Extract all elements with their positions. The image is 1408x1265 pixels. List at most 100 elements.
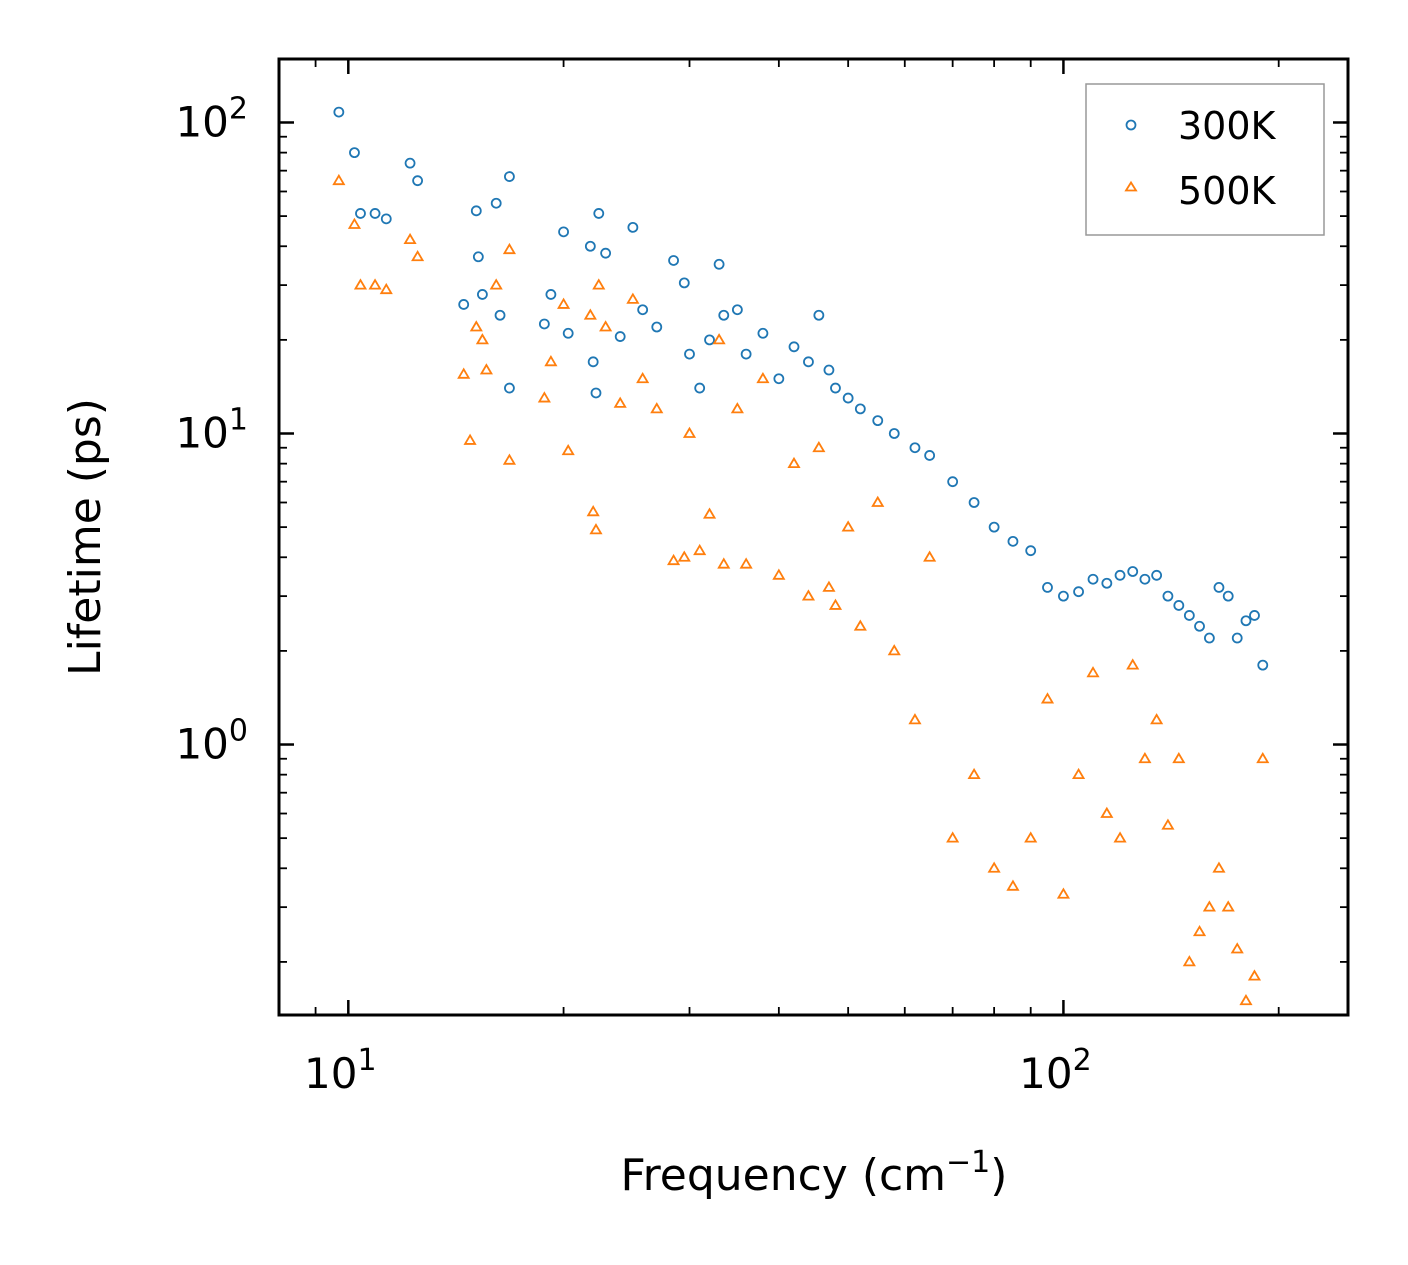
data-point-500k bbox=[592, 278, 606, 290]
data-point-300k bbox=[668, 255, 679, 266]
data-point-500k bbox=[469, 320, 483, 332]
data-point-500k bbox=[923, 550, 937, 562]
data-point-300k bbox=[788, 341, 800, 353]
data-point-300k bbox=[651, 321, 663, 333]
data-point-500k bbox=[1239, 993, 1253, 1006]
x-tick-label: 101 bbox=[304, 1043, 377, 1098]
data-point-300k bbox=[924, 450, 936, 461]
data-point-500k bbox=[463, 433, 477, 445]
data-point-300k bbox=[854, 403, 866, 415]
data-point-500k bbox=[599, 320, 613, 332]
data-point-300k bbox=[813, 309, 825, 321]
data-point-500k bbox=[677, 550, 691, 562]
data-point-300k bbox=[909, 442, 921, 454]
data-point-500k bbox=[787, 456, 801, 469]
data-point-300k bbox=[627, 221, 639, 233]
data-point-500k bbox=[1256, 751, 1270, 764]
data-point-300k bbox=[1240, 615, 1252, 627]
data-point-500k bbox=[1182, 955, 1196, 967]
data-point-300k bbox=[584, 240, 596, 252]
x-tick-label-exp: 2 bbox=[1073, 1043, 1092, 1078]
data-point-300k bbox=[1042, 582, 1053, 593]
data-point-300k bbox=[504, 171, 515, 182]
data-point-500k bbox=[1006, 879, 1020, 891]
legend-marker-500k bbox=[1124, 180, 1138, 192]
data-point-300k bbox=[684, 348, 695, 360]
data-point-300k bbox=[562, 327, 574, 339]
data-point-300k bbox=[412, 175, 424, 187]
data-point-300k bbox=[404, 157, 416, 169]
data-point-500k bbox=[537, 391, 551, 403]
x-tick-label-exp: 1 bbox=[357, 1043, 376, 1078]
legend-box bbox=[1085, 83, 1325, 236]
data-point-300k bbox=[1203, 632, 1215, 644]
legend-label-300k: 300K bbox=[1178, 104, 1277, 148]
data-point-300k bbox=[545, 289, 557, 300]
data-point-500k bbox=[1100, 806, 1114, 818]
data-point-500k bbox=[457, 367, 471, 379]
data-point-300k bbox=[472, 251, 484, 263]
data-point-500k bbox=[812, 440, 826, 453]
data-point-300k bbox=[490, 197, 502, 209]
data-point-500k bbox=[502, 453, 516, 465]
data-point-500k bbox=[1072, 767, 1086, 780]
data-point-500k bbox=[666, 553, 681, 566]
plot-frame bbox=[277, 57, 1350, 1017]
data-point-500k bbox=[1056, 887, 1070, 899]
data-point-500k bbox=[479, 363, 493, 375]
data-point-500k bbox=[828, 598, 843, 610]
data-point-300k bbox=[1222, 590, 1234, 602]
data-point-300k bbox=[1151, 569, 1163, 581]
data-point-300k bbox=[1249, 610, 1260, 621]
data-point-300k bbox=[713, 258, 725, 270]
data-point-500k bbox=[1192, 924, 1207, 937]
data-point-500k bbox=[967, 767, 981, 780]
legend: 300K 500K bbox=[1085, 83, 1325, 236]
data-point-300k bbox=[590, 387, 602, 399]
data-point-300k bbox=[470, 205, 482, 217]
data-point-500k bbox=[489, 278, 503, 290]
data-point-300k bbox=[830, 382, 841, 394]
data-point-300k bbox=[888, 428, 900, 439]
y-tick-label: 100 bbox=[175, 714, 248, 769]
y-axis-title: Lifetime (ps) bbox=[60, 398, 111, 676]
data-point-300k bbox=[614, 331, 626, 342]
data-point-500k bbox=[557, 297, 571, 309]
data-point-500k bbox=[712, 333, 726, 345]
data-point-500k bbox=[1247, 969, 1262, 981]
data-point-500k bbox=[586, 505, 600, 517]
data-point-500k bbox=[739, 557, 753, 569]
data-point-500k bbox=[946, 831, 960, 843]
data-point-500k bbox=[1161, 818, 1175, 830]
data-point-500k bbox=[1138, 751, 1152, 764]
data-point-500k bbox=[368, 278, 382, 290]
legend-label-500k: 500K bbox=[1178, 169, 1277, 213]
data-point-500k bbox=[717, 557, 731, 569]
data-point-300k bbox=[823, 364, 835, 376]
data-point-500k bbox=[332, 173, 346, 186]
data-point-500k bbox=[693, 543, 707, 556]
data-point-500k bbox=[887, 644, 901, 656]
y-tick-label-base: 10 bbox=[175, 720, 228, 769]
series-300k bbox=[333, 106, 1269, 671]
data-point-500k bbox=[1230, 942, 1244, 954]
data-point-300k bbox=[1101, 577, 1113, 589]
data-point-500k bbox=[801, 589, 816, 601]
y-tick-label: 101 bbox=[175, 403, 248, 458]
data-point-300k bbox=[1183, 610, 1195, 621]
data-point-500k bbox=[347, 217, 362, 229]
data-point-300k bbox=[1025, 545, 1037, 557]
data-point-300k bbox=[587, 356, 599, 368]
data-point-300k bbox=[1087, 573, 1099, 585]
data-point-300k bbox=[593, 208, 605, 219]
data-point-500k bbox=[772, 568, 786, 580]
data-point-300k bbox=[355, 208, 366, 219]
data-point-500k bbox=[730, 402, 744, 414]
points-layer bbox=[332, 106, 1270, 1006]
data-point-500k bbox=[636, 371, 650, 384]
data-point-500k bbox=[1172, 751, 1186, 764]
data-point-300k bbox=[1058, 590, 1069, 602]
data-point-300k bbox=[731, 304, 743, 316]
